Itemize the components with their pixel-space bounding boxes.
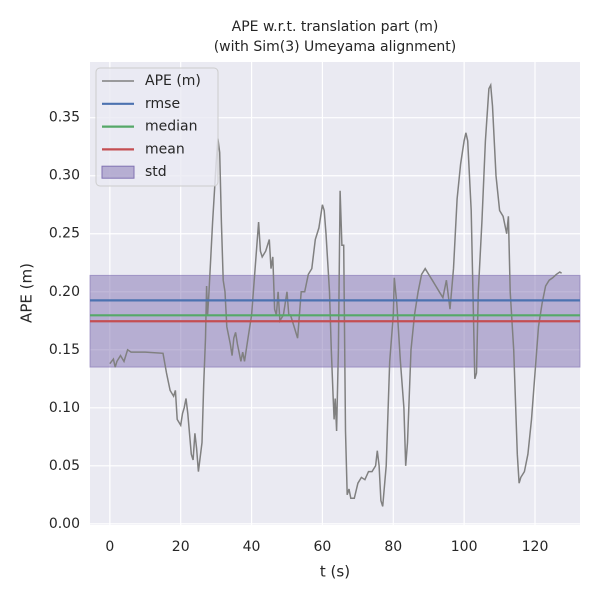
legend-label: mean <box>145 141 185 157</box>
y-axis-label: APE (m) <box>18 263 36 323</box>
y-tick-label: 0.35 <box>49 110 80 126</box>
legend-label: std <box>145 164 167 180</box>
x-axis-label: t (s) <box>320 563 350 581</box>
legend-label: APE (m) <box>145 73 201 89</box>
ape-line <box>109 82 563 507</box>
legend-box <box>95 67 219 187</box>
y-tick-label: 0.10 <box>49 400 80 416</box>
legend-label: rmse <box>145 96 180 112</box>
x-tick-label: 120 <box>522 539 549 555</box>
x-tick-label: 80 <box>384 539 402 555</box>
y-tick-label: 0.20 <box>49 284 80 300</box>
x-tick-label: 100 <box>451 539 478 555</box>
chart-subtitle: (with Sim(3) Umeyama alignment) <box>214 39 457 55</box>
y-tick-label: 0.05 <box>49 458 80 474</box>
legend-label: median <box>145 119 197 135</box>
x-tick-label: 20 <box>172 539 190 555</box>
y-tick-label: 0.25 <box>49 226 80 242</box>
x-tick-label: 40 <box>243 539 261 555</box>
x-tick-label: 0 <box>105 539 114 555</box>
y-tick-label: 0.00 <box>49 516 80 532</box>
y-tick-label: 0.15 <box>49 342 80 358</box>
chart-title: APE w.r.t. translation part (m) <box>232 19 439 35</box>
y-tick-label: 0.30 <box>49 168 80 184</box>
legend-swatch <box>101 165 135 179</box>
x-tick-label: 60 <box>314 539 332 555</box>
